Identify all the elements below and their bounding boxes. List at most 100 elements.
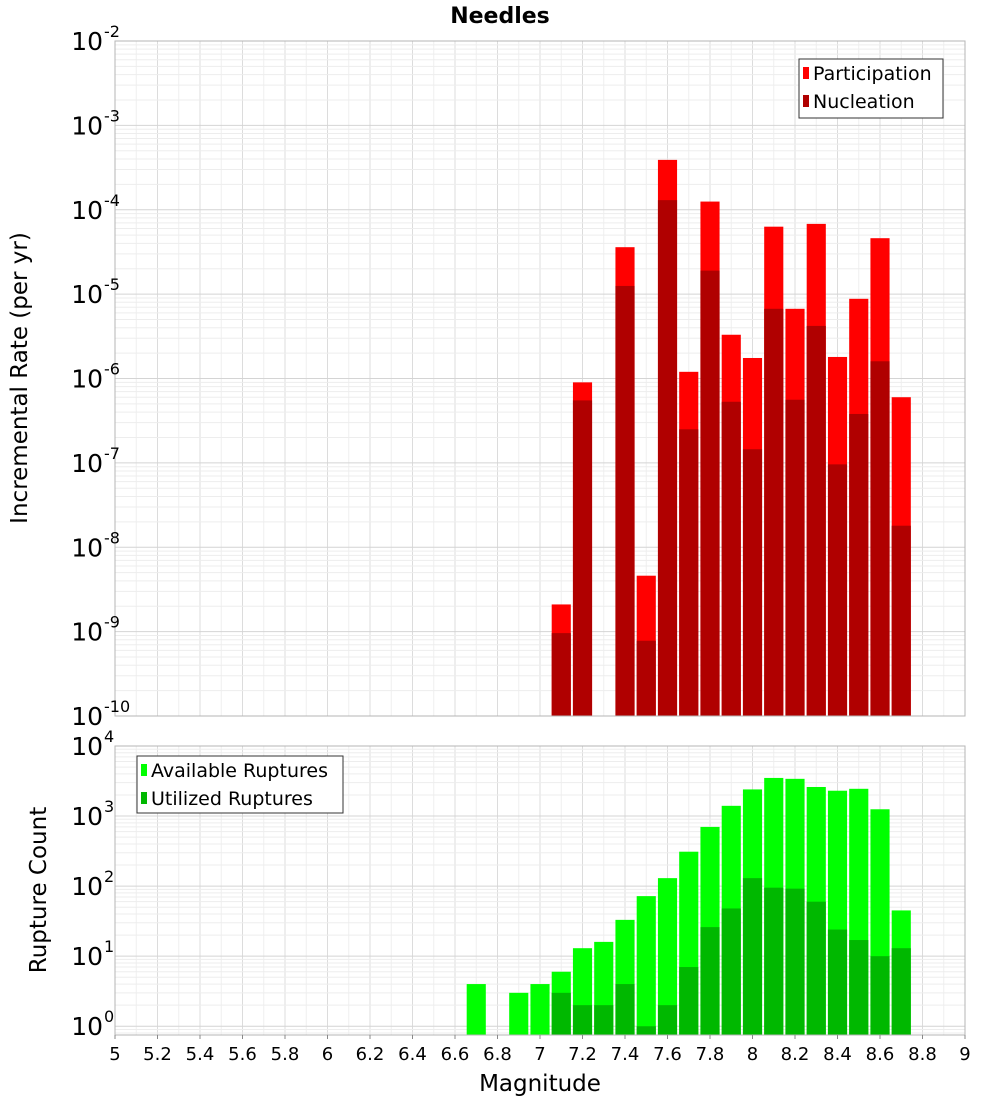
legend-swatch: [803, 95, 809, 107]
bar-utilized-ruptures: [594, 1005, 614, 1035]
x-tick-label: 8: [747, 1044, 758, 1065]
x-tick-label: 5: [109, 1044, 120, 1065]
chart-title: Needles: [450, 4, 550, 29]
bar-utilized-ruptures: [849, 940, 869, 1035]
bar-utilized-ruptures: [721, 908, 741, 1035]
bar-nucleation: [742, 449, 763, 716]
y-tick-exponent: -10: [104, 697, 130, 716]
x-tick-label: 5.2: [143, 1044, 172, 1065]
legend-entry-label: Utilized Ruptures: [151, 788, 313, 810]
x-tick-label: 7: [534, 1044, 545, 1065]
y-tick-exponent: 3: [104, 797, 114, 816]
legend-swatch: [803, 67, 809, 79]
y-tick-exponent: -7: [104, 444, 120, 463]
bar-nucleation: [700, 270, 720, 716]
bar-utilized-ruptures: [700, 927, 720, 1035]
y-tick-label: 10: [71, 365, 103, 394]
legend-entry-label: Nucleation: [813, 91, 915, 113]
legend-box: [798, 58, 944, 119]
bar-nucleation: [572, 400, 593, 716]
y-axis-label-rupture-count: Rupture Count: [26, 807, 52, 973]
x-tick-label: 6: [322, 1044, 333, 1065]
plot-frame: [114, 40, 966, 717]
y-tick-label: 10: [71, 449, 103, 478]
bar-utilized-ruptures: [891, 948, 911, 1035]
y-tick-label: 10: [71, 27, 103, 56]
bar-utilized-ruptures: [679, 967, 699, 1035]
bar-available-ruptures: [530, 984, 550, 1035]
bar-nucleation: [551, 633, 571, 716]
y-tick-label: 10: [71, 702, 103, 731]
bar-nucleation: [657, 200, 678, 716]
x-tick-label: 8.2: [781, 1044, 810, 1065]
y-tick-label: 10: [71, 802, 103, 831]
legend-swatch: [141, 792, 147, 804]
bar-nucleation: [827, 464, 848, 716]
bar-utilized-ruptures: [551, 992, 571, 1035]
x-tick-label: 5.4: [186, 1044, 215, 1065]
bar-available-ruptures: [509, 992, 529, 1035]
bar-utilized-ruptures: [636, 1026, 656, 1035]
bar-utilized-ruptures: [785, 888, 805, 1035]
y-tick-label: 10: [71, 533, 103, 562]
y-tick-exponent: -4: [104, 191, 120, 210]
legend-entry-label: Participation: [813, 63, 932, 85]
x-tick-labels: 5 5.2 5.4 5.6 5.8 6 6.2 6.4 6.6 6.8 7 7.2 7.4 7.6 7.8 8…: [109, 1035, 971, 1065]
y-tick-label: 10: [71, 1012, 103, 1041]
y-tick-exponent: -6: [104, 360, 120, 379]
x-tick-label: 7.2: [568, 1044, 597, 1065]
bar-nucleation: [615, 285, 635, 716]
bar-utilized-ruptures: [870, 956, 890, 1035]
bar-nucleation: [849, 413, 869, 716]
y-tick-exponent: -2: [104, 22, 120, 41]
bar-group: [466, 777, 911, 1035]
legend: Available Ruptures Utilized Ruptures: [136, 755, 344, 814]
x-tick-label: 8.8: [908, 1044, 937, 1065]
x-tick-label: 5.8: [271, 1044, 300, 1065]
y-tick-exponent: 0: [104, 1007, 114, 1026]
rupture-count-plot-panel: 10 010 110 210 310 45 5.2 5.4 5.6 5.8 6 6.2 6.4 6.6 6.…: [71, 727, 971, 1065]
y-tick-label: 10: [71, 942, 103, 971]
y-tick-label: 10: [71, 111, 103, 140]
y-tick-exponent: 1: [104, 937, 114, 956]
bar-nucleation: [679, 429, 699, 716]
y-tick-label: 10: [71, 280, 103, 309]
bar-available-ruptures: [466, 984, 486, 1035]
bar-nucleation: [806, 325, 826, 716]
bar-utilized-ruptures: [764, 887, 784, 1035]
x-tick-label: 6.4: [398, 1044, 427, 1065]
legend-box: [136, 755, 344, 814]
bar-nucleation: [636, 640, 656, 716]
y-tick-label: 10: [71, 732, 103, 761]
x-tick-label: 9: [959, 1044, 970, 1065]
y-tick-label: 10: [71, 196, 103, 225]
x-tick-label: 6.6: [441, 1044, 470, 1065]
x-tick-label: 7.4: [611, 1044, 640, 1065]
y-tick-exponent: 4: [104, 727, 114, 746]
bar-utilized-ruptures: [827, 929, 848, 1035]
y-tick-exponent: -9: [104, 613, 120, 632]
bar-utilized-ruptures: [806, 901, 826, 1035]
y-tick-exponent: -5: [104, 275, 120, 294]
x-tick-label: 6.2: [356, 1044, 385, 1065]
bar-nucleation: [721, 401, 741, 716]
x-tick-label: 5.6: [228, 1044, 257, 1065]
y-tick-label: 10: [71, 872, 103, 901]
bar-available-ruptures: [657, 878, 678, 1035]
y-tick-label: 10: [71, 618, 103, 647]
bar-utilized-ruptures: [615, 984, 635, 1035]
y-tick-exponent: -8: [104, 528, 120, 547]
x-tick-label: 8.4: [823, 1044, 852, 1065]
bar-available-ruptures: [636, 896, 656, 1035]
bar-utilized-ruptures: [657, 1005, 678, 1035]
bar-group: [551, 159, 911, 716]
x-tick-label: 8.6: [866, 1044, 895, 1065]
y-tick-exponent: 2: [104, 867, 114, 886]
bar-utilized-ruptures: [572, 1005, 593, 1035]
x-axis-label-magnitude: Magnitude: [479, 1071, 601, 1097]
bar-utilized-ruptures: [742, 878, 763, 1035]
